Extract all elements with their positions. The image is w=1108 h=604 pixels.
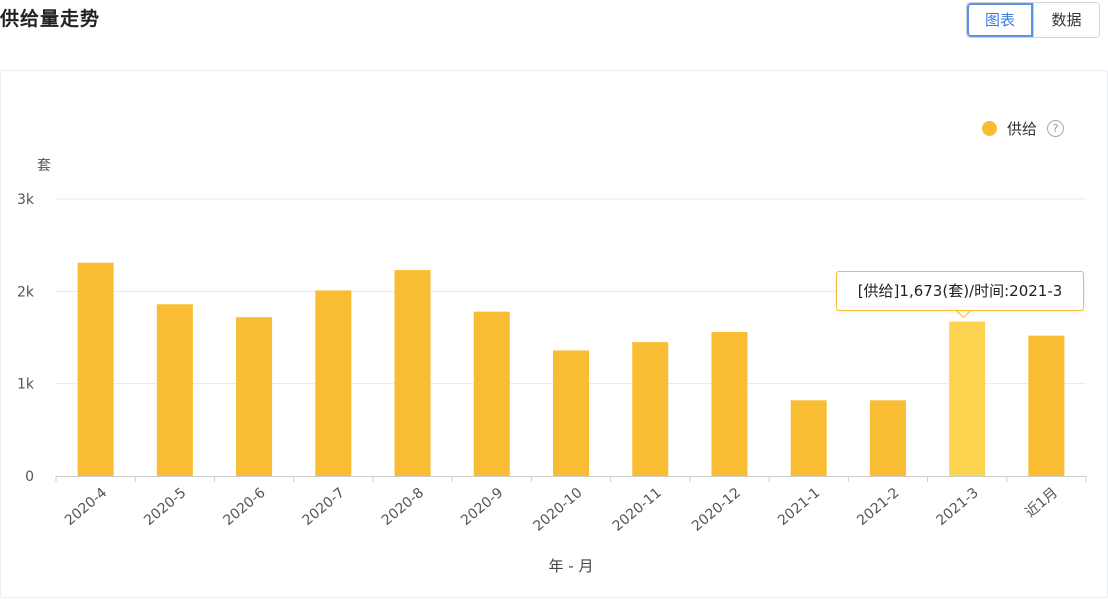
x-tick-label: 2020-4: [62, 485, 110, 529]
bar[interactable]: [711, 331, 748, 476]
bar[interactable]: [473, 311, 510, 476]
x-tick-label: 2020-5: [141, 485, 189, 529]
bar[interactable]: [553, 350, 589, 476]
tab-data[interactable]: 数据: [1033, 3, 1099, 37]
legend-marker: [982, 121, 997, 136]
bar[interactable]: [790, 400, 827, 476]
bar[interactable]: [949, 321, 986, 476]
bar[interactable]: [632, 342, 669, 476]
bar[interactable]: [1028, 335, 1065, 476]
legend[interactable]: 供给 ?: [982, 118, 1065, 139]
bar[interactable]: [315, 290, 352, 476]
y-tick-label: 1k: [17, 377, 35, 393]
y-axis-label: 套: [37, 158, 51, 174]
bar[interactable]: [77, 262, 114, 476]
x-tick-label: 近1月: [1022, 485, 1061, 521]
x-tick-label: 2020-7: [300, 485, 348, 529]
x-tick-label: 2020-12: [689, 485, 744, 535]
tooltip: [供给]1,673(套)/时间:2021-3: [836, 271, 1084, 311]
x-tick-label: 2020-10: [530, 485, 585, 535]
y-tick-label: 3k: [17, 192, 35, 208]
x-tick-label: 2020-11: [610, 485, 665, 535]
y-tick-label: 2k: [17, 284, 35, 300]
x-tick-label: 2020-6: [220, 485, 268, 529]
x-axis-label: 年 - 月: [549, 557, 594, 575]
x-tick-label: 2021-1: [775, 485, 823, 529]
bar[interactable]: [394, 270, 431, 476]
page-title: 供给量走势: [0, 8, 101, 30]
x-tick-label: 2020-8: [379, 485, 427, 529]
help-icon[interactable]: ?: [1047, 120, 1065, 137]
view-toggle: 图表 数据: [966, 2, 1100, 38]
bar[interactable]: [236, 317, 273, 476]
x-tick-label: 2021-3: [933, 485, 981, 529]
tab-chart[interactable]: 图表: [967, 3, 1033, 37]
bar[interactable]: [869, 400, 906, 476]
x-tick-label: 2021-2: [854, 485, 902, 529]
bar[interactable]: [156, 304, 193, 476]
y-tick-label: 0: [25, 469, 34, 485]
x-tick-label: 2020-9: [458, 485, 506, 529]
legend-label: 供给: [1007, 120, 1038, 138]
